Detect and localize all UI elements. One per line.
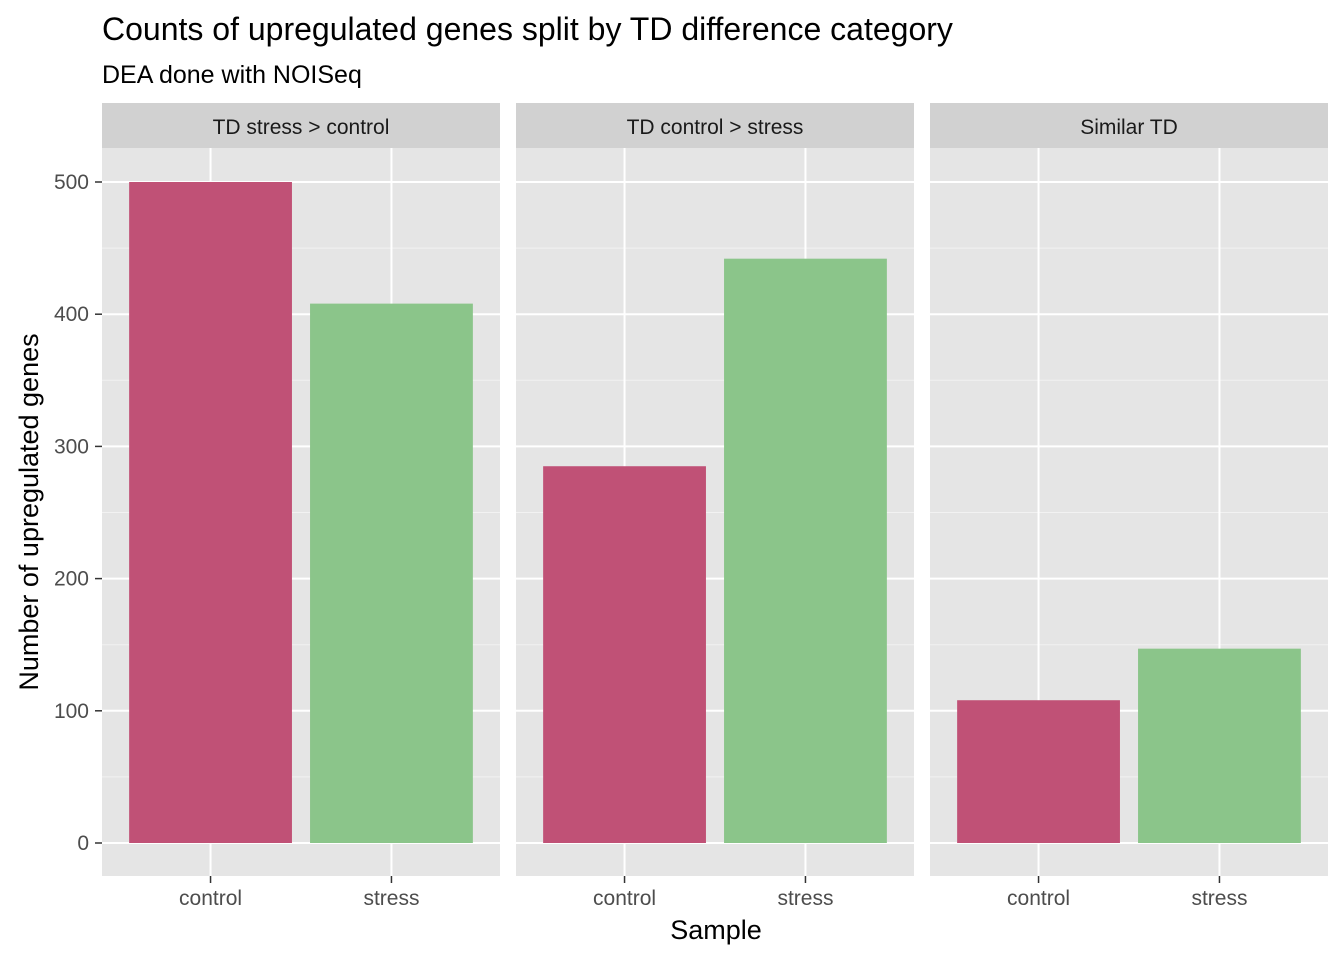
facet-strip [516,103,914,148]
y-tick-label: 400 [54,303,89,326]
x-tick-label: stress [777,887,833,910]
y-tick-label: 500 [54,171,89,194]
y-tick-label: 0 [77,832,89,855]
bar-control [543,466,706,843]
facet-panel: TD stress > control control stress [102,103,500,910]
bar-stress [724,258,887,843]
y-tick-label: 100 [54,700,89,723]
facet-strip [930,103,1328,148]
facet-strip-label: Similar TD [1080,116,1178,139]
y-axis-title: Number of upregulated genes [14,333,44,690]
y-tick-label: 300 [54,435,89,458]
y-tick-label: 200 [54,568,89,591]
x-tick-label: stress [1191,887,1247,910]
x-tick-label: control [593,887,656,910]
chart-title: Counts of upregulated genes split by TD … [102,11,953,47]
chart-subtitle: DEA done with NOISeq [102,61,362,89]
bar-control [129,182,292,843]
x-tick-label: control [179,887,242,910]
x-tick-label: stress [363,887,419,910]
x-tick-label: control [1007,887,1070,910]
bar-control [957,700,1120,843]
facet-panel: Similar TD control stress [930,103,1328,910]
x-axis-title: Sample [670,915,762,945]
facet-strip [102,103,500,148]
facet-panel: TD control > stress control stress [516,103,914,910]
facet-strip-label: TD stress > control [213,116,390,139]
facet-strip-label: TD control > stress [627,116,804,139]
bar-stress [1138,648,1301,843]
bar-stress [310,303,473,843]
y-axis: 0 100 200 300 400 500 [54,171,102,855]
